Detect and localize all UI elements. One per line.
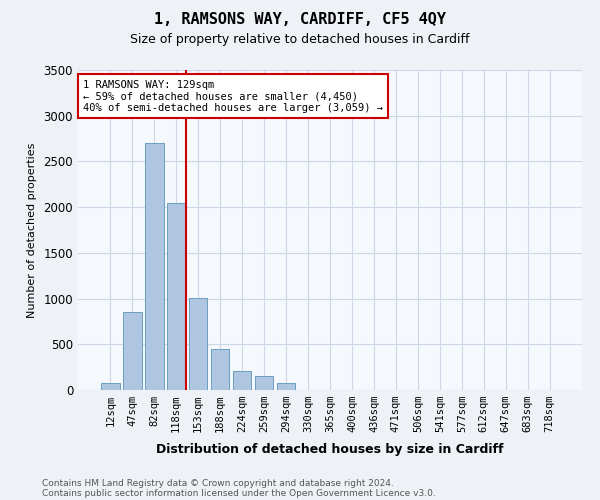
Text: Size of property relative to detached houses in Cardiff: Size of property relative to detached ho… <box>130 32 470 46</box>
Bar <box>255 376 274 390</box>
Bar <box>277 382 295 390</box>
Text: Contains public sector information licensed under the Open Government Licence v3: Contains public sector information licen… <box>42 488 436 498</box>
Y-axis label: Number of detached properties: Number of detached properties <box>26 142 37 318</box>
Bar <box>189 298 208 390</box>
Text: 1 RAMSONS WAY: 129sqm
← 59% of detached houses are smaller (4,450)
40% of semi-d: 1 RAMSONS WAY: 129sqm ← 59% of detached … <box>83 80 383 113</box>
Text: 1, RAMSONS WAY, CARDIFF, CF5 4QY: 1, RAMSONS WAY, CARDIFF, CF5 4QY <box>154 12 446 28</box>
Bar <box>211 349 229 390</box>
Bar <box>167 202 185 390</box>
Bar <box>145 143 164 390</box>
Bar <box>101 382 119 390</box>
X-axis label: Distribution of detached houses by size in Cardiff: Distribution of detached houses by size … <box>156 444 504 456</box>
Bar <box>233 371 251 390</box>
Bar <box>123 312 142 390</box>
Text: Contains HM Land Registry data © Crown copyright and database right 2024.: Contains HM Land Registry data © Crown c… <box>42 478 394 488</box>
